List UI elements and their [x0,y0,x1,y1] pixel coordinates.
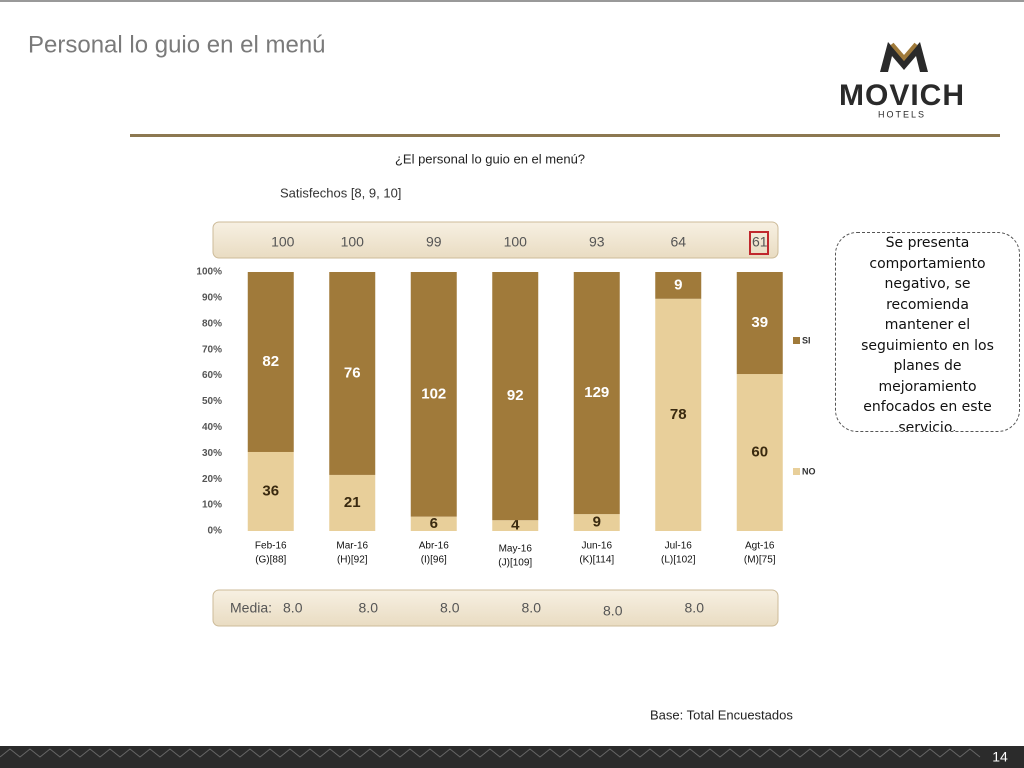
x-tick-base: (H)[92] [337,555,368,566]
top-border [0,0,1024,2]
y-tick-label: 40% [202,422,222,433]
data-label: 39 [751,314,768,331]
x-tick-base: (J)[109] [498,558,532,569]
bar-segment [247,451,294,531]
media-label: Media: [230,600,272,616]
y-tick-label: 50% [202,396,222,407]
data-label: 78 [670,406,687,423]
media-value: 8.0 [685,600,705,616]
satisfechos-value: 64 [670,234,686,250]
satisfechos-value: 100 [271,234,295,250]
y-tick-label: 80% [202,318,222,329]
y-tick-label: 100% [196,267,222,278]
y-tick-label: 90% [202,293,222,304]
data-label: 92 [507,387,524,404]
y-tick-label: 20% [202,474,222,485]
media-value: 8.0 [359,600,379,616]
legend-label: NO [802,466,816,476]
bar-segment [573,272,620,515]
data-label: 4 [511,517,520,534]
data-label: 129 [584,384,609,401]
x-tick-base: (M)[75] [744,555,776,566]
data-label: 6 [430,515,438,532]
page-number: 14 [992,749,1008,765]
media-value: 8.0 [283,600,303,616]
media-value: 8.0 [440,600,460,616]
logo-mark [880,42,928,72]
data-label: 9 [674,276,682,293]
satisfechos-value: 93 [589,234,605,250]
bar-segment [410,516,457,531]
bar-segment [329,474,376,531]
bar-segment [655,298,702,531]
bar-segment [736,374,783,531]
bar-segment [492,272,539,521]
y-tick-label: 0% [208,526,223,537]
satisfechos-value: 61 [752,234,768,250]
chart-title: ¿El personal lo guio en el menú? [395,151,585,166]
bar-segment [655,272,702,299]
bar-segment [492,520,539,531]
data-label: 82 [262,353,279,370]
media-value: 8.0 [522,600,542,616]
satisfechos-value: 100 [341,234,365,250]
x-tick-base: (K)[114] [579,555,614,566]
footer-pattern [0,748,981,758]
logo-sub: HOTELS [878,109,926,119]
header-rule [130,134,1000,137]
x-tick-label: Abr-16 [419,541,449,552]
legend-swatch [793,468,800,475]
data-label: 36 [262,482,279,499]
chart-subtitle: Satisfechos [8, 9, 10] [280,185,401,200]
x-tick-label: Jun-16 [581,541,612,552]
x-tick-label: Jul-16 [665,541,693,552]
slide-title: Personal lo guio en el menú [28,31,326,58]
x-tick-label: May-16 [499,544,533,555]
satisfechos-band [212,221,779,259]
bar-segment [247,272,294,452]
satisfechos-value: 100 [504,234,528,250]
data-label: 76 [344,364,361,381]
x-tick-label: Mar-16 [336,541,368,552]
y-tick-label: 70% [202,344,222,355]
logo-text: MOVICH [839,79,965,112]
bar-segment [410,272,457,517]
bar-segment [573,514,620,531]
x-tick-base: (L)[102] [661,555,696,566]
x-tick-label: Feb-16 [255,541,287,552]
y-tick-label: 10% [202,500,222,511]
bar-segment [329,272,376,475]
x-tick-base: (I)[96] [421,555,447,566]
x-tick-label: Agt-16 [745,541,775,552]
legend-label: SI [802,335,811,345]
data-label: 102 [421,385,446,402]
data-label: 60 [751,443,768,460]
footer-band [0,746,1024,768]
media-band [212,589,779,627]
media-value: 8.0 [603,603,623,619]
callout: Se presenta comportamiento negativo, se … [835,232,1020,432]
bar-segment [736,272,783,375]
data-label: 21 [344,494,361,511]
legend-swatch [793,337,800,344]
logo-accent [890,42,918,62]
y-tick-label: 30% [202,448,222,459]
satisfechos-value: 99 [426,234,442,250]
x-tick-base: (G)[88] [255,555,286,566]
base-note: Base: Total Encuestados [650,707,793,722]
data-label: 9 [593,514,601,531]
y-tick-label: 60% [202,370,222,381]
highlight-box [749,231,769,255]
